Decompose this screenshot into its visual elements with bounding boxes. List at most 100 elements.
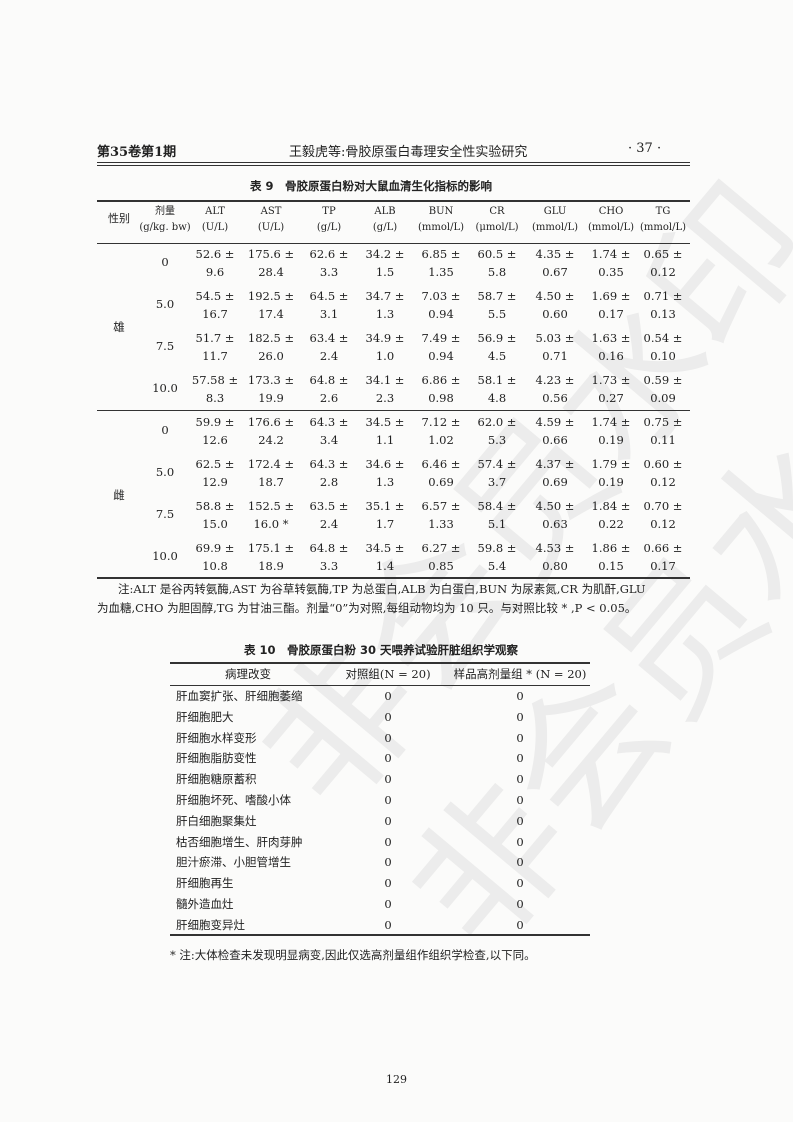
sd-value: 0.17	[650, 559, 676, 573]
mean-value: 52.6 ±	[195, 247, 235, 261]
mean-value: 175.6 ±	[247, 247, 295, 261]
column-unit: (U/L)	[257, 222, 285, 233]
sd-value: 3.3	[319, 265, 339, 279]
sd-value: 2.4	[319, 517, 339, 531]
mean-value: 63.5 ±	[309, 499, 349, 513]
sd-value: 0.56	[542, 391, 568, 405]
dose-cell: 0	[161, 423, 169, 437]
control-count: 0	[384, 855, 392, 870]
mean-value: 192.5 ±	[247, 289, 295, 303]
mean-value: 0.65 ±	[643, 247, 683, 261]
sd-value: 4.8	[487, 391, 507, 405]
control-count: 0	[384, 730, 392, 745]
mean-value: 7.03 ±	[421, 289, 461, 303]
sd-value: 0.11	[650, 433, 676, 447]
mean-value: 1.69 ±	[591, 289, 631, 303]
table10-top-rule	[170, 662, 590, 664]
mean-value: 0.60 ±	[643, 457, 683, 471]
table9-note: 注:ALT 是谷丙转氨酶,AST 为谷草转氨酶,TP 为总蛋白,ALB 为白蛋白…	[118, 582, 646, 596]
lesion-name: 肝细胞脂肪变性	[176, 751, 257, 766]
mean-value: 176.6 ±	[247, 415, 295, 429]
sd-value: 1.35	[428, 265, 454, 279]
sd-value: 1.3	[375, 475, 395, 489]
sd-value: 4.5	[487, 349, 507, 363]
dose-cell: 10.0	[152, 381, 178, 395]
sd-value: 0.15	[598, 559, 624, 573]
page-number: 129	[386, 1073, 407, 1086]
mean-value: 1.73 ±	[591, 373, 631, 387]
lesion-name: 肝细胞糖原蓄积	[176, 772, 257, 787]
mean-value: 64.3 ±	[309, 415, 349, 429]
mean-value: 54.5 ±	[195, 289, 235, 303]
table9-top-rule	[97, 200, 690, 202]
sd-value: 2.8	[319, 475, 339, 489]
sd-value: 0.94	[428, 349, 454, 363]
mean-value: 59.8 ±	[477, 541, 517, 555]
lesion-name: 肝细胞水样变形	[176, 730, 257, 745]
column-header: CHO	[598, 206, 624, 217]
sd-value: 0.16	[598, 349, 624, 363]
sd-value: 0.12	[650, 475, 676, 489]
mean-value: 0.71 ±	[643, 289, 683, 303]
lesion-name: 肝细胞再生	[176, 876, 234, 891]
high-dose-count: 0	[516, 772, 524, 787]
mean-value: 58.4 ±	[477, 499, 517, 513]
mean-value: 34.1 ±	[365, 373, 405, 387]
column-unit: (U/L)	[201, 222, 229, 233]
sex-label: 雄	[113, 320, 125, 334]
sd-value: 18.7	[258, 475, 284, 489]
column-header: ALB	[374, 206, 396, 217]
column-unit: (mmol/L)	[532, 222, 578, 233]
table9-bottom-rule	[97, 577, 690, 579]
sd-value: 12.6	[202, 433, 228, 447]
lesion-name: 枯否细胞增生、肝肉芽肿	[176, 834, 303, 849]
table10-bottom-rule	[170, 934, 590, 936]
sd-value: 1.7	[375, 517, 395, 531]
sd-value: 12.9	[202, 475, 228, 489]
dose-cell: 5.0	[155, 297, 175, 311]
lesion-name: 胆汁瘀滞、小胆管增生	[176, 855, 291, 870]
sd-value: 28.4	[258, 265, 284, 279]
lesion-name: 髓外造血灶	[176, 897, 234, 911]
control-count: 0	[384, 834, 392, 849]
mean-value: 64.3 ±	[309, 457, 349, 471]
column-unit: (g/L)	[372, 222, 398, 233]
control-count: 0	[384, 709, 392, 724]
sd-value: 1.5	[375, 265, 395, 279]
sd-value: 15.0	[202, 517, 228, 531]
mean-value: 0.75 ±	[643, 415, 683, 429]
mean-value: 182.5 ±	[247, 331, 295, 345]
column-header: GLU	[543, 206, 567, 217]
dose-cell: 10.0	[152, 549, 178, 563]
mean-value: 34.5 ±	[365, 541, 405, 555]
mean-value: 4.35 ±	[535, 247, 575, 261]
sd-value: 0.09	[650, 391, 676, 405]
mean-value: 1.86 ±	[591, 541, 631, 555]
sd-value: 2.3	[375, 391, 395, 405]
sd-value: 24.2	[258, 433, 284, 447]
mean-value: 6.86 ±	[421, 373, 461, 387]
mean-value: 0.59 ±	[643, 373, 683, 387]
mean-value: 56.9 ±	[477, 331, 517, 345]
mean-value: 60.5 ±	[477, 247, 517, 261]
sd-value: 0.80	[542, 559, 568, 573]
sd-value: 9.6	[205, 265, 225, 279]
sd-value: 0.69	[428, 475, 454, 489]
sd-value: 0.63	[542, 517, 568, 531]
table9-note: 为血糖,CHO 为胆固醇,TG 为甘油三酯。剂量“0”为对照,每组动物均为 10…	[97, 601, 637, 615]
mean-value: 63.4 ±	[309, 331, 349, 345]
mean-value: 172.4 ±	[247, 457, 295, 471]
sd-value: 0.17	[598, 307, 624, 321]
mean-value: 4.53 ±	[535, 541, 575, 555]
mean-value: 4.50 ±	[535, 289, 575, 303]
lesion-name: 肝细胞变异灶	[176, 917, 245, 932]
mean-value: 4.50 ±	[535, 499, 575, 513]
column-header: 病理改变	[225, 667, 271, 681]
mean-value: 59.9 ±	[195, 415, 235, 429]
sd-value: 0.10	[650, 349, 676, 363]
lesion-name: 肝血窦扩张、肝细胞萎缩	[176, 689, 303, 703]
sd-value: 0.94	[428, 307, 454, 321]
column-unit: (mmol/L)	[640, 222, 686, 233]
sd-value: 1.1	[375, 433, 395, 447]
control-count: 0	[384, 751, 392, 766]
